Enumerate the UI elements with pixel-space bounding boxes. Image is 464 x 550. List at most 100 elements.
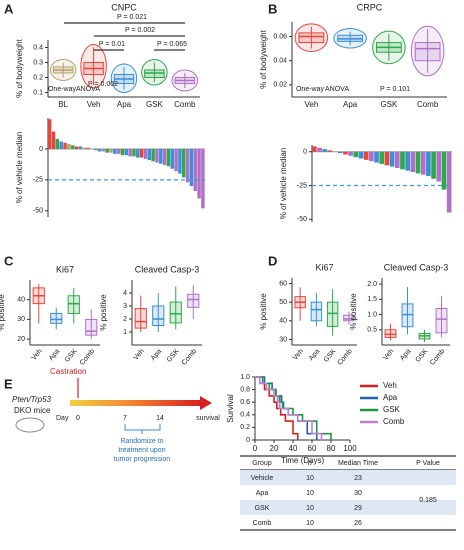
bar [159,148,163,164]
note: tumor progression [114,456,171,463]
bar [120,148,125,156]
x-tick-label: Comb [174,100,196,109]
x-tick-label: GSK [64,348,79,364]
x-tick-label: GSK [323,348,338,364]
bar [105,148,109,153]
bar [182,148,186,178]
panel-label: A [4,1,14,16]
schematic: Castration Pten/Trp53 DKO mice Day 0 7 1… [12,367,220,463]
bar [170,148,174,169]
bracket [124,424,161,434]
x-tick-label: Apa [399,348,412,362]
bar [109,148,113,153]
legend-label: Apa [383,393,398,402]
bar [55,139,60,149]
bar [384,151,390,166]
chart-title: Cleaved Casp-3 [384,262,449,272]
bar [405,151,410,171]
annotation: P = 0.002 [125,27,155,34]
chart-title: Ki67 [315,262,333,272]
legend-label: Comb [383,417,405,426]
y-tick-label: 0.06 [273,33,287,40]
bar [155,148,159,163]
y-tick-label: -50 [33,208,43,215]
annotation: P = 0.065 [157,41,187,48]
y-axis-label: Survival [226,394,235,423]
box [169,301,182,324]
bar [426,151,431,177]
bar [197,148,201,199]
bar [420,151,426,175]
x-tick-label: Veh [31,348,44,362]
box [326,301,339,327]
panel-label: D [268,253,277,268]
x-tick-label: Apa [150,348,163,362]
box [310,301,323,322]
table-cell: 23 [354,475,362,482]
annotation: ANOVA [325,86,349,93]
annotation: P = 0.01 [99,41,125,48]
table-cell: 10 [306,475,314,482]
table-cell: 30 [354,490,362,497]
x-tick-label: 0 [253,444,258,453]
survival-curve [255,376,323,440]
box [435,307,448,334]
box [152,305,165,326]
table-cell: 29 [354,505,362,512]
bar [101,148,106,152]
bar [327,150,333,152]
box [298,32,325,44]
y-axis-label: % positive [259,293,268,330]
bar [389,151,395,167]
x-tick-label: 80 [327,444,336,453]
violin [80,44,107,89]
annotation: P = 0.002 [88,81,118,88]
annotation: ANOVA [76,86,100,93]
annotation: P = 0.101 [380,86,410,93]
bar [74,146,79,149]
violin [410,25,445,77]
box [401,303,414,328]
annotation: One-way [296,86,325,93]
row-bg [240,500,456,515]
bar [201,148,205,209]
x-tick-label: GSK [415,348,430,364]
y-tick-label: 0.4 [240,412,250,419]
y-tick-label: 4 [123,290,127,297]
x-tick-label: Comb [429,348,446,367]
y-tick-label: 0.04 [273,58,287,65]
box [187,293,200,308]
bar [446,151,452,213]
y-tick-label: 0 [303,149,307,156]
bar [67,143,71,149]
y-tick-label: 0.8 [240,386,250,393]
bar [143,148,148,159]
bar [113,148,117,154]
bar [116,148,121,154]
event-label: Castration [50,367,86,376]
y-tick-label: -25 [33,177,43,184]
day-label: 7 [123,415,127,422]
x-tick-label: Veh [87,100,101,109]
bar [174,148,178,172]
x-axis-label: Time (Days) [281,456,325,465]
panel-label: C [4,253,14,268]
bar [178,148,182,174]
chart-title: Ki67 [56,264,74,274]
y-tick-label: 2 [123,316,127,323]
bar [70,145,75,149]
bar [151,148,155,162]
x-tick-label: Comb [336,348,353,367]
box [85,318,98,336]
box [134,308,147,329]
note: Randomize to [120,438,163,445]
bar [193,148,197,192]
bar [51,131,56,149]
table-cell: 10 [306,490,314,497]
y-tick-label: 0.3 [33,59,43,66]
bar [128,148,132,157]
note: treatment upon [118,447,165,454]
bar [312,146,317,152]
x-tick-label: Veh [382,348,395,362]
panel-label: B [268,1,277,16]
